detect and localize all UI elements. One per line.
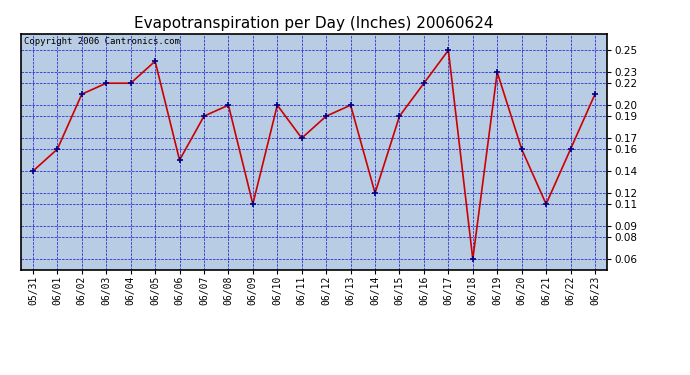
- Title: Evapotranspiration per Day (Inches) 20060624: Evapotranspiration per Day (Inches) 2006…: [134, 16, 494, 31]
- Text: Copyright 2006 Cantronics.com: Copyright 2006 Cantronics.com: [23, 37, 179, 46]
